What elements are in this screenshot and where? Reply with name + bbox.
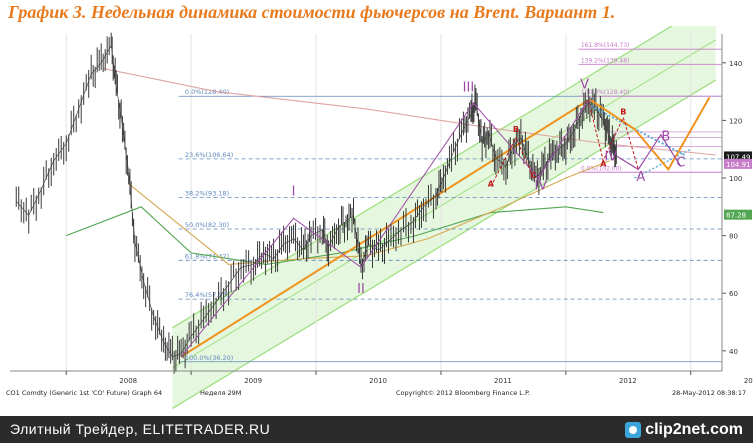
fib-level-label: 100.0%(36.20) — [185, 354, 233, 362]
x-tick-label: 2011 — [494, 377, 512, 385]
channel-line-0 — [172, 0, 717, 329]
instrument-label: CO1 Comdty (Generic 1st 'CO' Future) Gra… — [6, 389, 162, 397]
y-tick-label: 100 — [729, 175, 742, 183]
y-tick-label: 140 — [729, 60, 742, 68]
fib-level-label: 23.6%(106.64) — [185, 151, 233, 159]
moving-average-MA3 — [103, 68, 716, 156]
wave-label: C — [530, 171, 536, 180]
period-label: Неделя 29M — [200, 389, 241, 397]
wave-label: B — [620, 108, 626, 117]
wave-label: B — [661, 130, 670, 145]
fib-level-label: 0.0%(128.40) — [185, 88, 229, 96]
last-price-tag — [724, 209, 752, 220]
fib-extension-label: 161.8%(144.73) — [581, 42, 630, 49]
last-price-tag — [724, 158, 752, 169]
clip2net-text: clip2net.com — [645, 421, 743, 438]
channel-line-2 — [172, 79, 717, 410]
last-price-tag — [724, 151, 752, 162]
timestamp-label: 28-May-2012 08:38:17 — [672, 389, 746, 397]
clip2net-icon — [625, 422, 642, 438]
x-tick-label: 2008 — [119, 377, 137, 385]
wave-label: B — [513, 125, 519, 134]
wave-label: II — [357, 282, 365, 297]
wave-label: IV — [604, 150, 617, 165]
x-tick-label: 2009 — [244, 377, 262, 385]
fib-extension-label: 0.0%(102.00) — [581, 165, 622, 172]
last-price-label: 104.91 — [726, 161, 751, 169]
price-line — [15, 44, 618, 357]
last-price-label: 107.49 — [726, 153, 751, 161]
wave-label: III — [463, 81, 475, 96]
y-tick-label: 80 — [729, 233, 738, 241]
copyright-label: Copyright© 2012 Bloomberg Finance L.P. — [396, 389, 530, 397]
wave-label: I — [292, 184, 296, 199]
last-price-label: 87.28 — [726, 212, 746, 220]
fib-level-label: 76.4%(57.96) — [185, 291, 229, 299]
x-tick-label: 2010 — [369, 377, 387, 385]
chart-svg: 0.0%(128.40) 23.6%(106.64) 38.2%(93.18) 50.… — [0, 0, 753, 416]
y-tick-label: 40 — [729, 348, 738, 356]
x-tick-label: 2012 — [619, 377, 637, 385]
fib-level-label: 50.0%(82.30) — [185, 221, 229, 229]
fib-level-label: 38.2%(93.18) — [185, 190, 229, 198]
fib-extension-label: 100.0%(128.40) — [581, 89, 630, 96]
clip2net-logo[interactable]: clip2net.com — [625, 420, 743, 440]
red-abc-wave-2 — [587, 100, 639, 170]
footer-bar: Элитный Трейдер, ELITETRADER.RU clip2net… — [0, 416, 753, 443]
y-tick-label: 120 — [729, 117, 742, 125]
footer-text: Элитный Трейдер, ELITETRADER.RU — [10, 421, 271, 437]
fib-level-label: 61.8%(71.42) — [185, 252, 229, 260]
purple-forecast — [616, 133, 682, 171]
wave-label: A — [636, 170, 645, 185]
chart-title: График 3. Недельная динамика стоимости ф… — [8, 2, 616, 22]
x-tick-label: 2013 — [744, 377, 753, 385]
chart-area: 0.0%(128.40) 23.6%(106.64) 38.2%(93.18) 50.… — [0, 0, 753, 416]
wave-label: A — [600, 159, 607, 168]
dotted-projection-lower — [634, 148, 692, 179]
channel-line-1 — [172, 39, 717, 369]
wave-connector — [180, 99, 589, 357]
red-abc-wave — [490, 136, 534, 187]
wave-label: C — [676, 155, 685, 170]
wave-label: IV — [535, 179, 548, 194]
wave-label: A — [488, 180, 495, 189]
fib-extension-label: 139.2%(139.48) — [581, 57, 630, 64]
y-tick-label: 60 — [729, 290, 738, 298]
wave-label: V — [580, 78, 589, 93]
